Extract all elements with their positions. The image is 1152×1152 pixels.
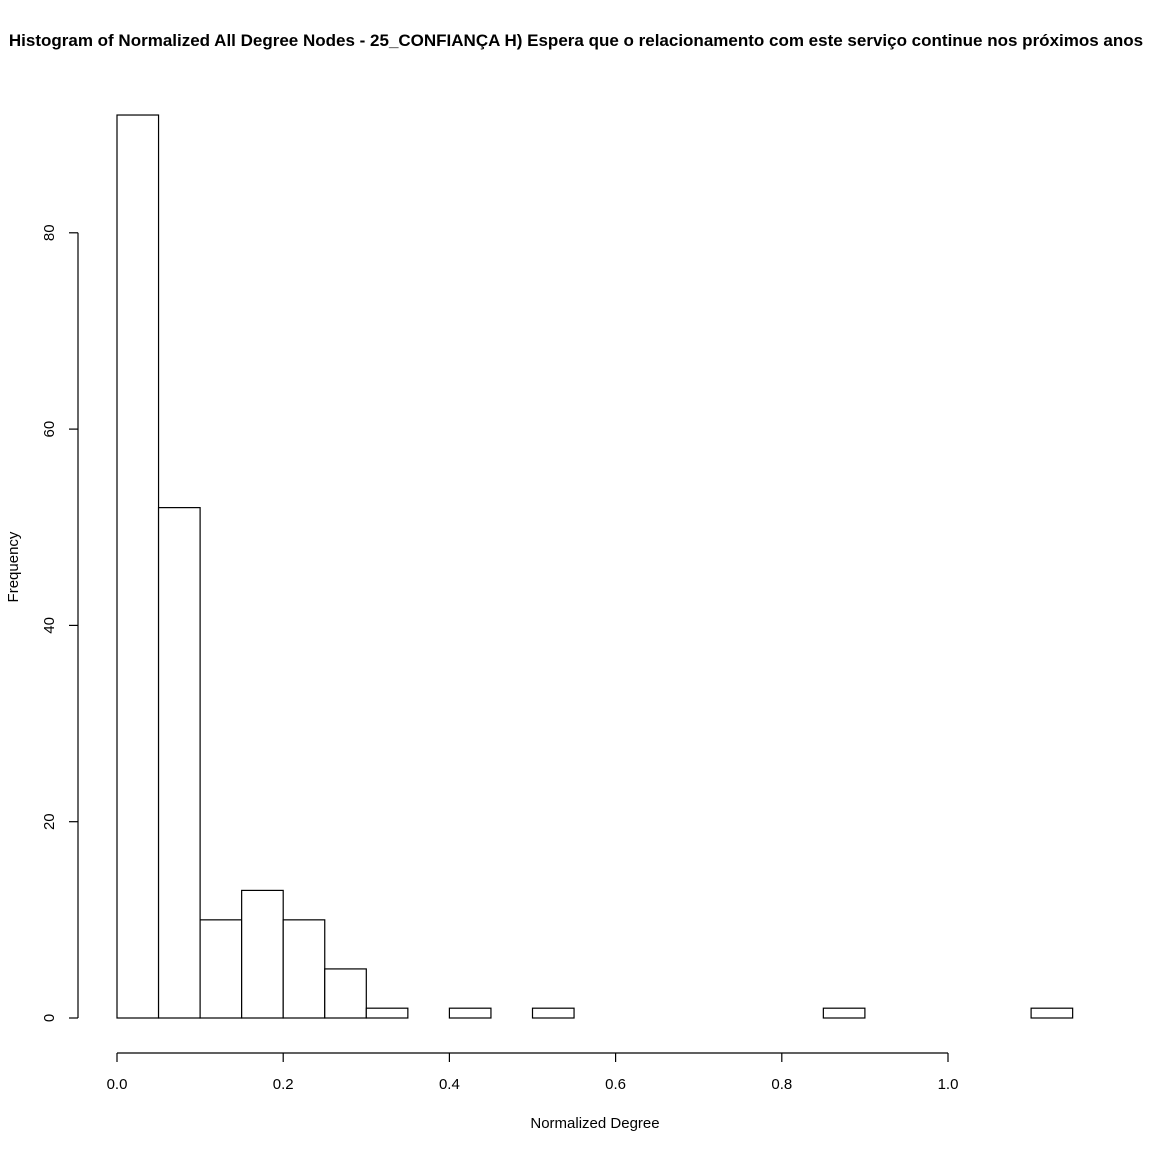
histogram-bar bbox=[157, 507, 201, 1019]
y-tick-label: 80 bbox=[41, 224, 58, 241]
y-axis-label: Frequency bbox=[5, 531, 22, 602]
chart-title: Histogram of Normalized All Degree Nodes… bbox=[9, 31, 1143, 50]
x-tick-label: 1.0 bbox=[938, 1076, 959, 1093]
x-tick-label: 0.4 bbox=[439, 1076, 460, 1093]
histogram-bar bbox=[531, 1007, 575, 1019]
histogram-bar bbox=[365, 1007, 409, 1019]
x-tick-label: 0.0 bbox=[107, 1076, 128, 1093]
histogram-bar bbox=[324, 968, 367, 1019]
y-axis: 0 20 40 60 80 bbox=[41, 224, 79, 1022]
histogram-bar bbox=[116, 114, 160, 1019]
y-tick-label: 20 bbox=[41, 813, 58, 830]
y-tick-label: 60 bbox=[41, 421, 58, 438]
histogram-bar bbox=[241, 889, 284, 1019]
histogram-bar bbox=[199, 919, 243, 1019]
x-axis: 0.0 0.2 0.4 0.6 0.8 1.0 bbox=[107, 1052, 959, 1093]
histogram-bar bbox=[282, 919, 326, 1019]
x-tick-label: 0.6 bbox=[605, 1076, 626, 1093]
histogram-bar bbox=[448, 1007, 492, 1019]
histogram-bar bbox=[822, 1007, 866, 1019]
histogram-bars bbox=[116, 114, 1074, 1019]
histogram-bar bbox=[1030, 1007, 1074, 1019]
x-axis-label: Normalized Degree bbox=[530, 1115, 659, 1132]
y-tick-label: 0 bbox=[41, 1014, 58, 1022]
x-tick-label: 0.2 bbox=[273, 1076, 294, 1093]
x-tick-label: 0.8 bbox=[771, 1076, 792, 1093]
y-tick-label: 40 bbox=[41, 617, 58, 634]
